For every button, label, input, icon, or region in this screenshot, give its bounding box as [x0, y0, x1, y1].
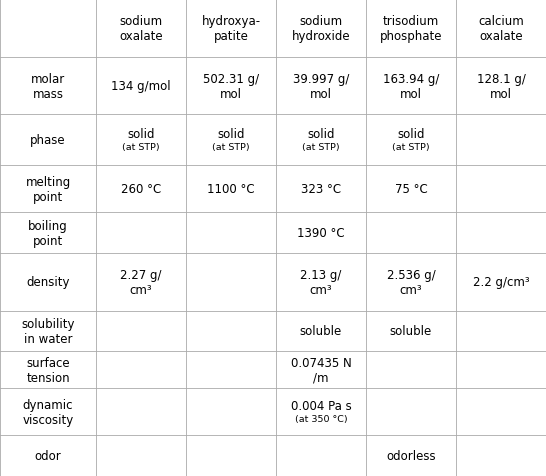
Text: 39.997 g/
mol: 39.997 g/ mol	[293, 72, 349, 100]
Text: sodium
hydroxide: sodium hydroxide	[292, 15, 351, 43]
Text: 2.27 g/
cm³: 2.27 g/ cm³	[120, 268, 162, 296]
Text: 2.13 g/
cm³: 2.13 g/ cm³	[300, 268, 342, 296]
Text: 0.07435 N
/m: 0.07435 N /m	[290, 356, 352, 384]
Text: 1100 °C: 1100 °C	[207, 183, 255, 196]
Text: (at 350 °C): (at 350 °C)	[295, 414, 347, 423]
Text: (at STP): (at STP)	[302, 143, 340, 152]
Text: trisodium
phosphate: trisodium phosphate	[380, 15, 442, 43]
Text: sodium
oxalate: sodium oxalate	[119, 15, 163, 43]
Text: hydroxya-
patite: hydroxya- patite	[201, 15, 260, 43]
Text: (at STP): (at STP)	[122, 143, 160, 152]
Text: solid: solid	[397, 128, 425, 140]
Text: 2.536 g/
cm³: 2.536 g/ cm³	[387, 268, 435, 296]
Text: molar
mass: molar mass	[31, 72, 65, 100]
Text: melting
point: melting point	[26, 175, 70, 203]
Text: solid: solid	[127, 128, 155, 140]
Text: odor: odor	[34, 449, 61, 462]
Text: solubility
in water: solubility in water	[21, 317, 75, 345]
Text: phase: phase	[30, 134, 66, 147]
Text: (at STP): (at STP)	[212, 143, 250, 152]
Text: 0.004 Pa s: 0.004 Pa s	[290, 399, 352, 412]
Text: (at STP): (at STP)	[392, 143, 430, 152]
Text: 502.31 g/
mol: 502.31 g/ mol	[203, 72, 259, 100]
Text: 260 °C: 260 °C	[121, 183, 161, 196]
Text: calcium
oxalate: calcium oxalate	[478, 15, 524, 43]
Text: 128.1 g/
mol: 128.1 g/ mol	[477, 72, 525, 100]
Text: density: density	[26, 276, 70, 288]
Text: soluble: soluble	[390, 325, 432, 338]
Text: 134 g/mol: 134 g/mol	[111, 80, 171, 93]
Text: 323 °C: 323 °C	[301, 183, 341, 196]
Text: 75 °C: 75 °C	[395, 183, 428, 196]
Text: 1390 °C: 1390 °C	[297, 227, 345, 239]
Text: solid: solid	[307, 128, 335, 140]
Text: boiling
point: boiling point	[28, 219, 68, 247]
Text: dynamic
viscosity: dynamic viscosity	[22, 398, 74, 426]
Text: soluble: soluble	[300, 325, 342, 338]
Text: odorless: odorless	[386, 449, 436, 462]
Text: 2.2 g/cm³: 2.2 g/cm³	[473, 276, 529, 288]
Text: surface
tension: surface tension	[26, 356, 70, 384]
Text: 163.94 g/
mol: 163.94 g/ mol	[383, 72, 439, 100]
Text: solid: solid	[217, 128, 245, 140]
